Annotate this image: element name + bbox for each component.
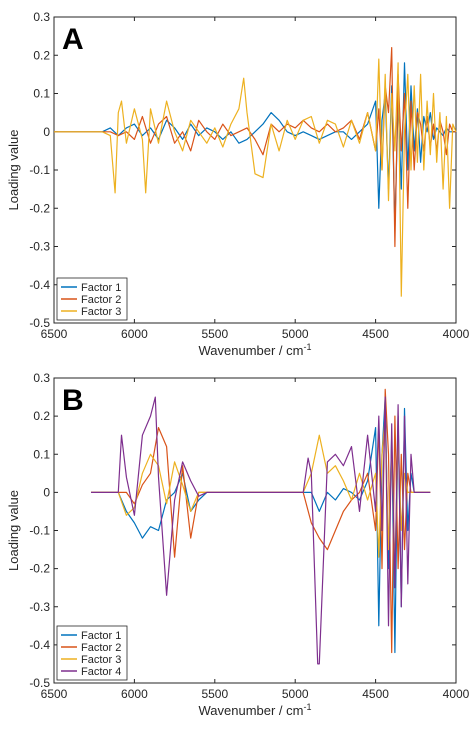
x-tick-label: 5500: [201, 327, 228, 341]
x-tick-label: 4500: [362, 687, 389, 701]
y-tick-label: -0.3: [29, 600, 50, 614]
y-tick-label: -0.4: [29, 278, 50, 292]
y-tick-label: -0.2: [29, 562, 50, 576]
x-axis-label-superscript: -1: [303, 342, 311, 352]
y-tick-label: -0.3: [29, 240, 50, 254]
legend-entry-label: Factor 3: [81, 654, 121, 666]
x-tick-label: 6500: [41, 687, 68, 701]
legend-entry-label: Factor 1: [81, 630, 121, 642]
y-tick-label: 0.3: [33, 371, 50, 385]
legend-entry-label: Factor 4: [81, 666, 121, 678]
x-axis-label-superscript: -1: [303, 702, 311, 712]
y-axis-label: Loading value: [6, 130, 21, 211]
x-tick-label: 5000: [282, 687, 309, 701]
y-tick-label: -0.2: [29, 201, 50, 215]
series-line-factor-3: [54, 58, 457, 297]
chart-panel-b: -0.5 -0.4 -0.3 -0.2 -0.1 0 0.1 0.2 0.3 6500 6000 55…: [6, 371, 470, 718]
y-tick-label: 0: [43, 485, 50, 499]
y-tick-label: 0.2: [33, 48, 50, 62]
x-tick-label: 6500: [41, 327, 68, 341]
x-tick-label: 4000: [443, 687, 470, 701]
x-axis-label: Wavenumber / cm-1: [198, 702, 311, 718]
panel-label: A: [62, 23, 84, 56]
series-line-factor-2: [91, 388, 431, 654]
y-tick-label: -0.5: [29, 676, 50, 690]
x-tick-label: 6000: [121, 687, 148, 701]
x-tick-label: 4000: [443, 327, 470, 341]
x-tick-label: 4500: [362, 327, 389, 341]
y-tick-label: 0.3: [33, 10, 50, 24]
x-tick-label: 5500: [201, 687, 228, 701]
legend-entry-label: Factor 3: [81, 306, 121, 318]
chart-panel-a: -0.5 -0.4 -0.3 -0.2 -0.1 0 0.1 0.2 0.3 6500 6000 55…: [6, 10, 470, 358]
x-axis-label: Wavenumber / cm-1: [198, 342, 311, 358]
y-tick-label: 0.1: [33, 447, 50, 461]
panel-label: B: [62, 384, 84, 417]
y-tick-label: 0.1: [33, 87, 50, 101]
legend-entry-label: Factor 2: [81, 294, 121, 306]
y-tick-label: 0: [43, 125, 50, 139]
legend-entry-label: Factor 2: [81, 642, 121, 654]
y-tick-label: -0.1: [29, 524, 50, 538]
series-line-factor-4: [91, 396, 431, 665]
y-tick-label: 0.2: [33, 409, 50, 423]
y-axis-label: Loading value: [6, 490, 21, 571]
y-tick-label: -0.1: [29, 163, 50, 177]
x-tick-label: 6000: [121, 327, 148, 341]
x-tick-label: 5000: [282, 327, 309, 341]
y-tick-label: -0.5: [29, 316, 50, 330]
y-tick-label: -0.4: [29, 638, 50, 652]
legend-entry-label: Factor 1: [81, 282, 121, 294]
